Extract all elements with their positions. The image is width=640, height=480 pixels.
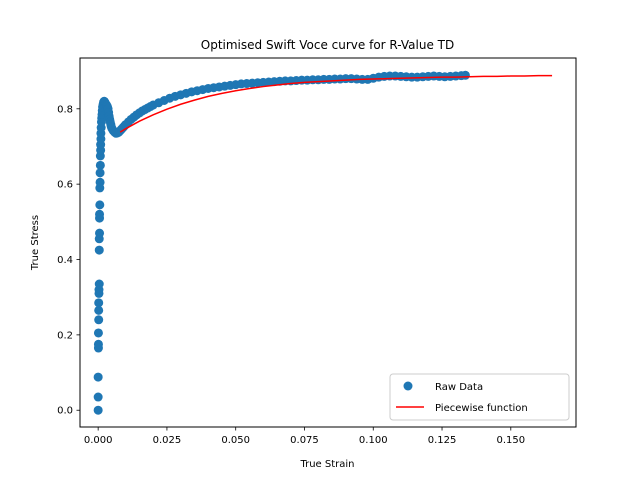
raw-data-point — [460, 70, 470, 80]
legend-label-piecewise: Piecewise function — [435, 403, 528, 414]
axes-frame — [79, 57, 577, 428]
piecewise-function-line — [119, 74, 553, 133]
raw-data-point — [94, 245, 104, 255]
x-tick-label: 0.100 — [359, 435, 388, 446]
raw-data-point — [94, 298, 104, 308]
y-tick-label: 0.6 — [57, 180, 73, 191]
x-tick-label: 0.075 — [290, 435, 319, 446]
x-axis-label: True Strain — [299, 459, 354, 470]
x-tick-label: 0.025 — [153, 435, 182, 446]
raw-data-point — [95, 160, 105, 170]
raw-data-point — [95, 200, 105, 210]
chart-title: Optimised Swift Voce curve for R-Value T… — [201, 38, 454, 52]
raw-data-point — [93, 405, 103, 415]
raw-data-point — [93, 339, 103, 349]
raw-data-point — [94, 279, 104, 289]
raw-data-point — [93, 392, 103, 402]
y-axis-label: True Stress — [30, 215, 41, 271]
data-layer — [93, 70, 553, 415]
raw-data-point — [95, 168, 105, 178]
raw-data-point — [95, 177, 105, 187]
x-tick-label: 0.000 — [84, 435, 113, 446]
raw-data-point — [93, 372, 103, 382]
y-tick-label: 0.0 — [57, 406, 73, 417]
y-axis-ticks: 0.0 0.2 0.4 0.6 0.8 — [57, 104, 80, 417]
raw-data-point — [95, 228, 105, 238]
raw-data-point — [94, 315, 104, 325]
y-tick-label: 0.8 — [57, 104, 73, 115]
y-tick-label: 0.2 — [57, 330, 73, 341]
legend: Raw Data Piecewise function — [389, 373, 570, 421]
x-tick-label: 0.125 — [428, 435, 457, 446]
plot-area — [79, 57, 577, 428]
raw-data-point — [94, 305, 104, 315]
x-axis-ticks: 0.000 0.025 0.050 0.075 0.100 0.125 0.150 — [84, 427, 525, 446]
raw-data-point — [95, 209, 105, 219]
x-tick-label: 0.050 — [221, 435, 250, 446]
legend-label-raw-data: Raw Data — [435, 382, 483, 393]
legend-box — [389, 373, 570, 421]
x-tick-label: 0.150 — [496, 435, 525, 446]
legend-marker-raw-data — [403, 381, 413, 391]
y-tick-label: 0.4 — [57, 255, 73, 266]
raw-data-point — [93, 328, 103, 338]
